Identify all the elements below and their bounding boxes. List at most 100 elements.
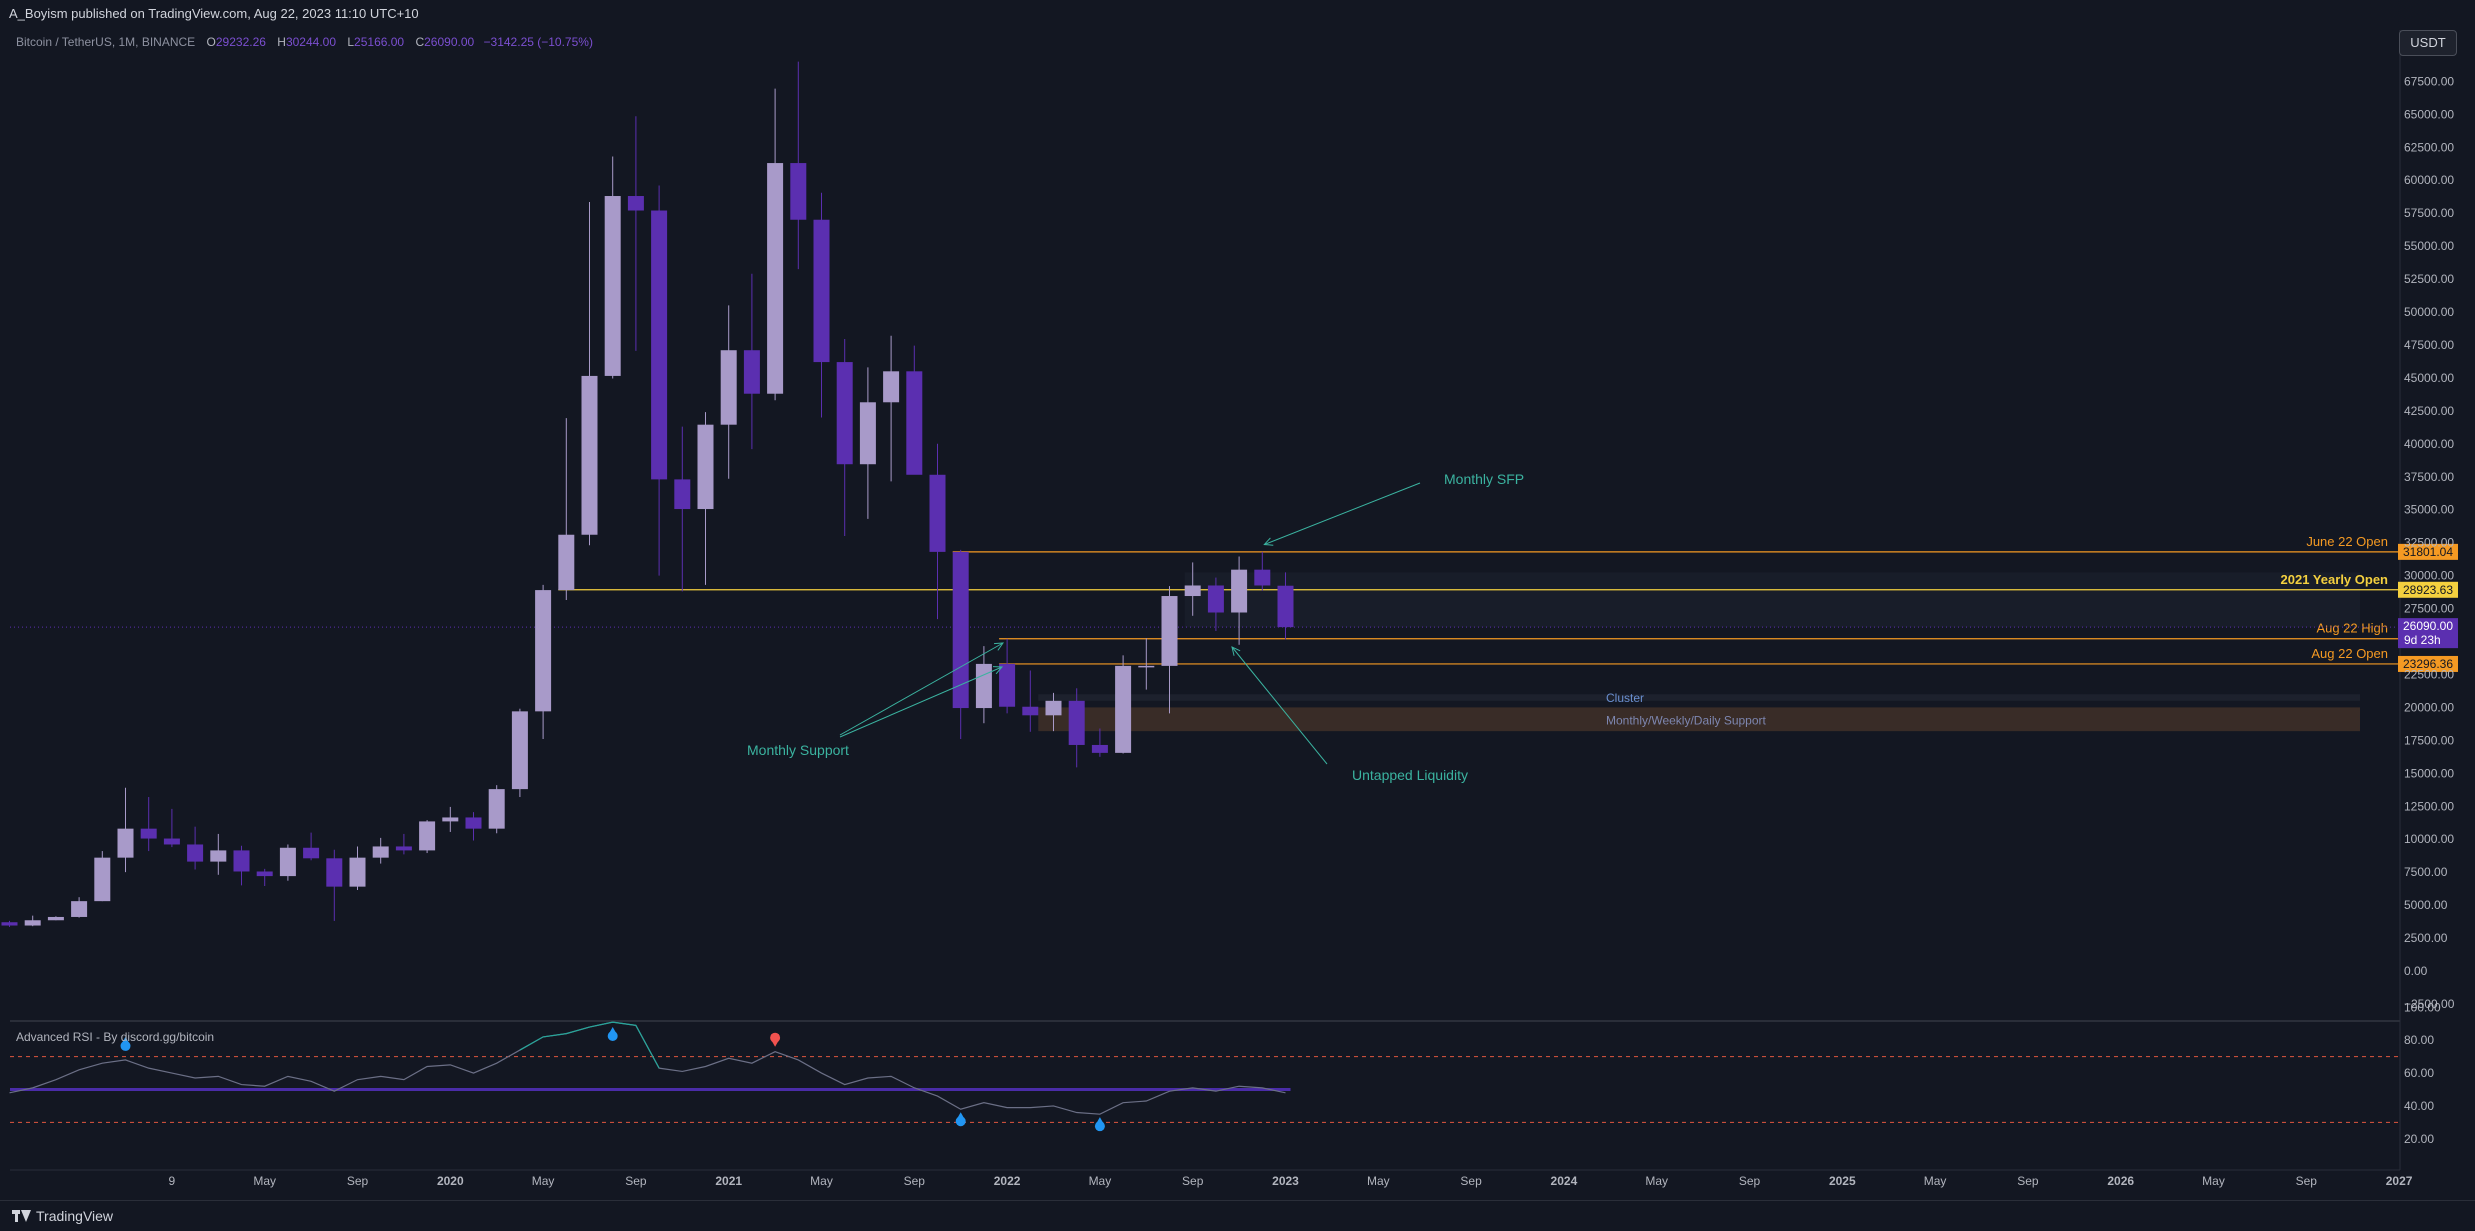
cluster-zone xyxy=(1038,694,2360,701)
price-axis-label: 7500.00 xyxy=(2404,865,2448,879)
candle-body xyxy=(767,163,784,394)
rsi-axis-label: 80.00 xyxy=(2404,1033,2434,1047)
candle-body xyxy=(233,850,250,872)
time-axis-label: Sep xyxy=(1739,1174,1761,1188)
price-axis-label: 42500.00 xyxy=(2404,404,2454,418)
candle-body xyxy=(511,711,528,790)
countdown-text: 9d 23h xyxy=(2404,633,2441,647)
liquidity-arrow-head xyxy=(1231,646,1241,656)
brand-name: TradingView xyxy=(36,1208,114,1224)
candle-body xyxy=(1138,665,1155,668)
rsi-signal-pointer xyxy=(608,1027,617,1034)
level-label: June 22 Open xyxy=(2306,534,2388,549)
price-axis-label: 20000.00 xyxy=(2404,700,2454,714)
candle-body xyxy=(929,474,946,552)
cluster-label: Cluster xyxy=(1606,691,1644,705)
candle-body xyxy=(372,846,389,858)
price-axis-label: 22500.00 xyxy=(2404,667,2454,681)
time-axis-label: 9 xyxy=(169,1174,176,1188)
candle-body xyxy=(883,371,900,403)
candle-body xyxy=(140,828,157,839)
liquidity-annotation: Untapped Liquidity xyxy=(1352,767,1468,783)
last-price-text: 26090.00 xyxy=(2403,619,2453,633)
publish-info: A_Boyism published on TradingView.com, A… xyxy=(9,6,419,21)
time-axis-label: Sep xyxy=(1460,1174,1482,1188)
price-axis-label: 40000.00 xyxy=(2404,437,2454,451)
level-price-text: 23296.36 xyxy=(2403,657,2453,671)
high-label: H xyxy=(277,35,286,49)
candle-body xyxy=(1207,585,1224,613)
rsi-axis-label: 20.00 xyxy=(2404,1132,2434,1146)
candle-body xyxy=(279,847,296,877)
liquidity-arrow xyxy=(1231,646,1328,765)
support-arrow-2-head xyxy=(992,666,1004,675)
low-value: 25166.00 xyxy=(354,35,405,49)
rsi-axis-label: 40.00 xyxy=(2404,1099,2434,1113)
candle-body xyxy=(71,901,88,917)
currency-button[interactable]: USDT xyxy=(2399,30,2457,56)
candle-body xyxy=(94,857,111,902)
level-label: Aug 22 Open xyxy=(2311,646,2388,661)
candle-body xyxy=(210,850,227,862)
candle-body xyxy=(117,828,134,858)
time-axis-label: May xyxy=(2202,1174,2225,1188)
open-value: 29232.26 xyxy=(215,35,266,49)
candle-body xyxy=(1184,585,1201,597)
sfp-annotation: Monthly SFP xyxy=(1444,471,1524,487)
support-annotation: Monthly Support xyxy=(747,742,849,758)
price-axis-label: 2500.00 xyxy=(2404,931,2448,945)
close-label: C xyxy=(415,35,425,49)
level-price-tag xyxy=(2398,543,2458,560)
candle-body xyxy=(535,590,552,712)
candle-body xyxy=(326,858,343,887)
candle-body xyxy=(442,817,459,822)
level-price-text: 31801.04 xyxy=(2403,545,2453,559)
level-price-tag xyxy=(2398,655,2458,672)
price-axis-label: 65000.00 xyxy=(2404,107,2454,121)
candle-body xyxy=(24,920,41,926)
price-axis-label: 62500.00 xyxy=(2404,140,2454,154)
time-axis-label: May xyxy=(1645,1174,1668,1188)
candle-body xyxy=(488,789,505,829)
candle-body xyxy=(1022,706,1039,716)
candle-body xyxy=(1231,569,1248,613)
candle-body xyxy=(303,847,320,859)
time-axis-label: 2021 xyxy=(715,1174,742,1188)
time-axis-label: Sep xyxy=(1182,1174,1204,1188)
symbol-name[interactable]: Bitcoin / TetherUS, 1M, BINANCE xyxy=(16,35,196,49)
change-value: −3142.25 (−10.75%) xyxy=(483,35,593,49)
footer-bar: TradingView xyxy=(0,1200,2475,1231)
rsi-signal-pointer xyxy=(956,1112,965,1120)
price-axis-label: −2500.00 xyxy=(2404,997,2455,1011)
time-axis-label: May xyxy=(1089,1174,1112,1188)
candle-body xyxy=(975,663,992,709)
time-axis-label: May xyxy=(253,1174,276,1188)
high-value: 30244.00 xyxy=(285,35,337,49)
time-axis-label: 2026 xyxy=(2107,1174,2134,1188)
rsi-indicator-title[interactable]: Advanced RSI - By discord.gg/bitcoin xyxy=(16,1030,215,1044)
level-price-text: 28923.63 xyxy=(2403,583,2453,597)
price-axis-label: 27500.00 xyxy=(2404,602,2454,616)
candle-body xyxy=(419,821,436,851)
tradingview-brand[interactable]: TradingView xyxy=(12,1208,113,1224)
price-axis-label: 52500.00 xyxy=(2404,272,2454,286)
level-price-tag xyxy=(2398,581,2458,598)
price-axis-label: 47500.00 xyxy=(2404,338,2454,352)
price-axis-label: 15000.00 xyxy=(2404,766,2454,780)
candle-body xyxy=(999,663,1016,707)
price-axis-label: 30000.00 xyxy=(2404,569,2454,583)
candle-body xyxy=(1277,585,1294,628)
price-axis-label: 45000.00 xyxy=(2404,371,2454,385)
ohlc-legend: Bitcoin / TetherUS, 1M, BINANCE O29232.2… xyxy=(16,35,593,49)
price-axis-label: 5000.00 xyxy=(2404,898,2448,912)
time-axis-label: May xyxy=(1924,1174,1947,1188)
rsi-signal-pointer xyxy=(121,1036,130,1044)
rsi-signal-pointer xyxy=(1095,1117,1104,1125)
price-axis-label: 0.00 xyxy=(2404,964,2428,978)
time-axis-label: 2020 xyxy=(437,1174,464,1188)
support-arrow-2 xyxy=(839,666,1003,738)
support-zone-label: Monthly/Weekly/Daily Support xyxy=(1606,713,1767,727)
